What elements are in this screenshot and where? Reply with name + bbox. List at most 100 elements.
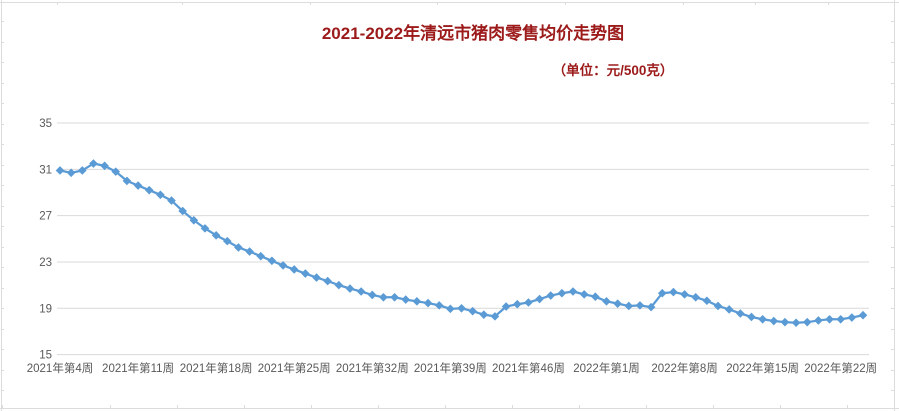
sheet-gridline-top bbox=[0, 2, 899, 3]
sheet-cell-tick bbox=[891, 287, 894, 289]
data-point-marker bbox=[524, 298, 533, 307]
data-point-marker bbox=[780, 317, 790, 327]
sheet-cell-tick bbox=[1, 226, 4, 227]
data-point-marker bbox=[289, 265, 299, 274]
y-axis-tick-label: 31 bbox=[39, 164, 52, 176]
sheet-cell-tick bbox=[182, 2, 183, 5]
sheet-cell-tick bbox=[828, 2, 829, 5]
sheet-cell-tick bbox=[1, 82, 4, 84]
data-point-marker bbox=[512, 299, 522, 309]
data-point-marker bbox=[501, 302, 511, 311]
sheet-cell-tick bbox=[1, 205, 4, 207]
data-point-marker bbox=[211, 231, 221, 240]
data-point-marker bbox=[691, 292, 701, 302]
sheet-cell-tick bbox=[891, 308, 894, 309]
sheet-cell-tick bbox=[445, 405, 446, 409]
sheet-cell-tick bbox=[177, 405, 178, 409]
data-point-marker bbox=[479, 310, 489, 319]
data-point-marker bbox=[200, 224, 210, 233]
sheet-cell-tick bbox=[1, 62, 4, 63]
data-point-marker bbox=[412, 297, 422, 306]
x-axis-tick-label: 2021年第25周 bbox=[258, 361, 331, 375]
data-point-marker bbox=[635, 301, 645, 310]
data-point-marker bbox=[267, 256, 277, 266]
y-axis-tick-label: 27 bbox=[39, 211, 52, 223]
sheet-cell-tick bbox=[891, 123, 894, 125]
sheet-cell-tick bbox=[1, 21, 4, 22]
sheet-cell-tick bbox=[1, 349, 4, 350]
sheet-cell-tick bbox=[1, 246, 4, 248]
y-axis-tick-label: 15 bbox=[39, 350, 52, 362]
data-point-marker bbox=[78, 166, 87, 175]
data-point-marker bbox=[836, 314, 845, 324]
sheet-cell-tick bbox=[244, 405, 245, 409]
sheet-cell-tick bbox=[891, 246, 894, 248]
sheet-cell-tick bbox=[891, 349, 894, 350]
sheet-cell-tick bbox=[780, 405, 781, 409]
data-point-marker bbox=[401, 295, 411, 304]
y-axis-tick-label: 19 bbox=[39, 303, 52, 315]
data-point-marker bbox=[334, 280, 344, 290]
data-point-marker bbox=[189, 215, 199, 225]
data-point-marker bbox=[55, 166, 65, 175]
x-axis-tick-label: 2021年第32周 bbox=[336, 361, 409, 375]
data-point-marker bbox=[713, 301, 723, 311]
sheet-cell-tick bbox=[2, 405, 3, 409]
data-point-marker bbox=[758, 314, 767, 324]
sheet-cell-tick bbox=[110, 405, 111, 409]
data-point-marker bbox=[66, 168, 76, 178]
sheet-cell-tick bbox=[1, 287, 4, 289]
x-axis-tick-label: 2021年第18周 bbox=[180, 361, 253, 375]
data-point-marker bbox=[802, 317, 812, 327]
sheet-cell-tick bbox=[891, 369, 894, 371]
data-point-marker bbox=[858, 310, 868, 320]
sheet-cell-tick bbox=[755, 2, 756, 5]
price-series-line bbox=[59, 162, 864, 324]
sheet-cell-tick bbox=[1, 267, 4, 268]
sheet-cell-tick bbox=[1, 164, 4, 166]
sheet-cell-tick bbox=[1, 185, 4, 186]
data-point-marker bbox=[724, 305, 734, 314]
x-axis-tick-label: 2021年第11周 bbox=[102, 361, 174, 375]
sheet-cell-tick bbox=[1, 41, 4, 43]
data-point-marker bbox=[144, 185, 154, 195]
data-point-marker bbox=[178, 206, 187, 216]
sheet-cell-tick bbox=[646, 405, 647, 409]
data-point-marker bbox=[736, 309, 745, 318]
data-point-marker bbox=[568, 287, 578, 296]
data-point-marker bbox=[122, 176, 132, 186]
sheet-cell-tick bbox=[1, 369, 4, 371]
sheet-cell-tick bbox=[891, 62, 894, 63]
data-point-marker bbox=[680, 290, 689, 299]
sheet-cell-tick bbox=[1, 123, 4, 125]
data-point-marker bbox=[323, 276, 332, 286]
x-axis-tick-label: 2021年第4周 bbox=[27, 361, 93, 375]
sheet-cell-tick bbox=[891, 82, 894, 84]
data-point-marker bbox=[557, 288, 567, 298]
sheet-cell-tick bbox=[1, 103, 4, 104]
sheet-cell-tick bbox=[1, 308, 4, 309]
data-point-marker bbox=[747, 312, 756, 322]
data-point-marker bbox=[825, 314, 834, 324]
data-point-marker bbox=[814, 316, 823, 325]
x-axis-tick-label: 2022年第1周 bbox=[573, 361, 639, 375]
data-point-marker bbox=[791, 318, 801, 328]
data-point-marker bbox=[613, 299, 622, 308]
sheet-cell-tick bbox=[378, 405, 379, 409]
sheet-cell-tick bbox=[891, 205, 894, 207]
x-axis-tick-label: 2021年第39周 bbox=[414, 361, 487, 375]
x-axis-tick-label: 2022年第15周 bbox=[726, 361, 799, 375]
sheet-cell-tick bbox=[310, 2, 311, 5]
sheet-cell-tick bbox=[437, 2, 438, 5]
data-point-marker bbox=[379, 292, 388, 302]
data-point-marker bbox=[111, 167, 121, 176]
data-point-marker bbox=[245, 247, 254, 256]
data-point-marker bbox=[468, 306, 477, 316]
sheet-cell-tick bbox=[1, 390, 4, 391]
data-point-marker bbox=[222, 236, 232, 246]
sheet-gridline-bottom bbox=[0, 408, 899, 409]
sheet-cell-tick bbox=[891, 21, 894, 22]
x-axis-tick-label: 2022年第22周 bbox=[804, 361, 877, 375]
sheet-cell-tick bbox=[891, 226, 894, 227]
